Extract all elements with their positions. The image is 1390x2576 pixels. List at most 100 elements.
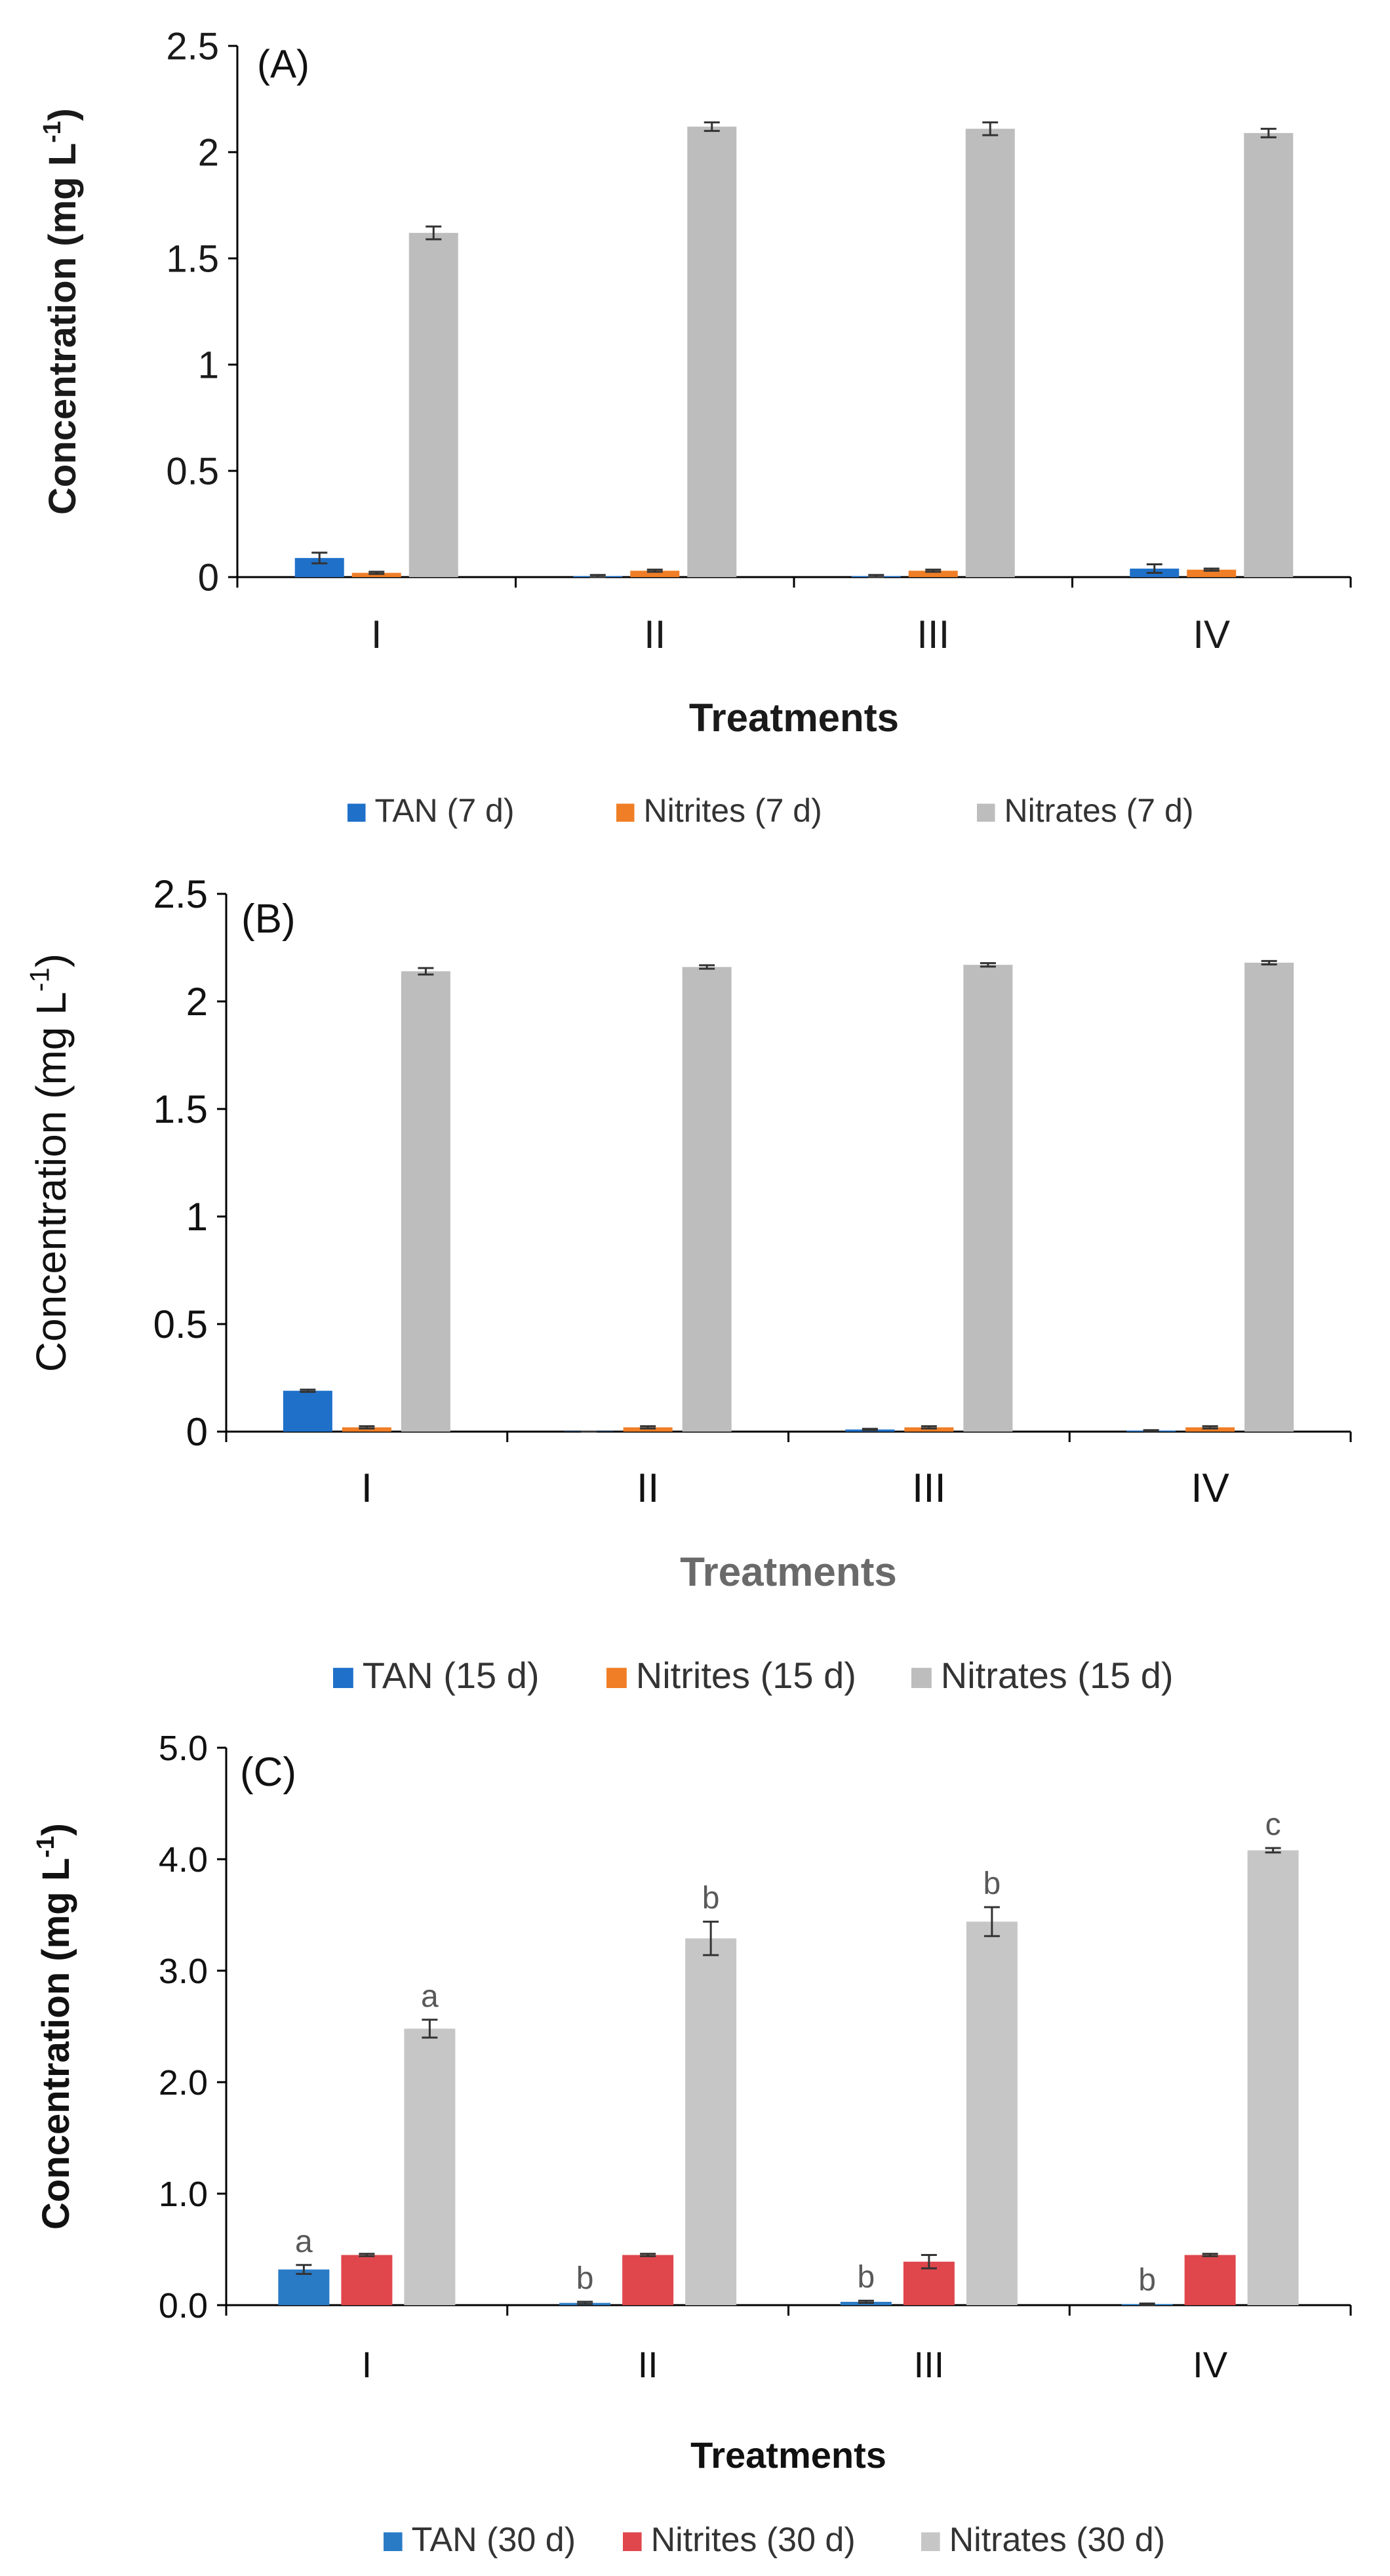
error-bar xyxy=(704,121,720,132)
x-axis-title: Treatments xyxy=(689,696,899,740)
bar xyxy=(685,1938,737,2305)
error-bar xyxy=(368,571,385,575)
legend-label: Nitrites (15 d) xyxy=(636,1655,856,1696)
error-bar xyxy=(858,2299,874,2304)
x-category-label: I xyxy=(362,2344,372,2385)
error-bar xyxy=(1202,1425,1218,1430)
bar xyxy=(966,1922,1018,2305)
legend-swatch xyxy=(606,1668,627,1688)
y-tick-label: 0 xyxy=(186,1410,208,1454)
x-category-label: I xyxy=(361,1466,372,1511)
legend-swatch xyxy=(921,2532,940,2551)
bar xyxy=(1185,1427,1235,1432)
error-bar xyxy=(982,121,999,136)
y-tick-label: 2 xyxy=(198,131,219,174)
error-bar xyxy=(1143,1429,1159,1432)
bar xyxy=(1247,1850,1299,2305)
bar xyxy=(283,1390,332,1432)
y-tick-label: 1 xyxy=(186,1195,208,1239)
x-axis-title: Treatments xyxy=(690,2434,886,2476)
bar xyxy=(278,2269,330,2305)
error-bar xyxy=(921,2254,937,2270)
bar xyxy=(687,127,737,577)
y-axis-title-superscript: -1 xyxy=(31,1836,59,1858)
bar xyxy=(622,2255,674,2305)
error-bar xyxy=(296,2264,312,2275)
y-tick-label: 2.5 xyxy=(166,25,219,68)
y-axis-title: Concentration (mg L-1) xyxy=(31,1823,77,2230)
legend-label: TAN (15 d) xyxy=(363,1655,540,1696)
error-bar xyxy=(1261,959,1277,966)
x-category-label: IV xyxy=(1193,2344,1228,2385)
y-axis-title-close: ) xyxy=(35,1823,77,1836)
bar xyxy=(963,965,1013,1432)
significance-letter: a xyxy=(295,2224,313,2259)
legend-swatch xyxy=(384,2532,403,2551)
panel-label: (A) xyxy=(257,42,309,86)
bar xyxy=(965,129,1015,578)
bar xyxy=(682,967,732,1432)
error-bar xyxy=(921,1425,937,1430)
y-tick-label: 5.0 xyxy=(159,1729,208,1768)
significance-letter: b xyxy=(858,2260,875,2295)
panel-label: (C) xyxy=(240,1750,296,1795)
y-axis-title: Concentration (mg L-1) xyxy=(24,954,75,1372)
significance-letter: b xyxy=(576,2261,594,2296)
error-bar xyxy=(1265,1847,1281,1854)
error-bar xyxy=(699,964,715,970)
y-axis-title-text: Concentration (mg L xyxy=(41,143,84,515)
y-axis-title: Concentration (mg L-1) xyxy=(38,108,84,515)
error-bar xyxy=(577,2301,593,2305)
y-axis-title-close: ) xyxy=(41,108,84,121)
y-tick-label: 1 xyxy=(198,344,219,386)
bar xyxy=(908,571,958,577)
y-axis-title-close: ) xyxy=(28,954,75,967)
x-category-label: II xyxy=(638,2344,658,2385)
bar xyxy=(408,233,458,577)
x-category-label: II xyxy=(644,613,665,656)
legend-label: Nitrates (30 d) xyxy=(949,2521,1165,2559)
bar xyxy=(1187,569,1237,577)
error-bar xyxy=(359,2253,375,2257)
error-bar xyxy=(925,569,942,573)
significance-letter: c xyxy=(1265,1807,1281,1842)
y-tick-label: 1.5 xyxy=(166,237,219,280)
bar xyxy=(342,1427,391,1432)
x-category-label: III xyxy=(914,2344,945,2385)
legend-swatch xyxy=(616,803,635,822)
y-tick-label: 2 xyxy=(186,980,208,1024)
y-tick-label: 0.5 xyxy=(166,450,219,493)
error-bar xyxy=(422,2019,438,2039)
error-bar xyxy=(1203,567,1220,572)
error-bar xyxy=(311,552,328,565)
legend-swatch xyxy=(977,803,995,822)
error-bar xyxy=(640,2253,656,2257)
x-axis-title: Treatments xyxy=(680,1550,897,1595)
y-tick-label: 4.0 xyxy=(159,1840,208,1880)
x-category-label: III xyxy=(917,613,949,656)
legend-label: Nitrites (30 d) xyxy=(651,2521,856,2559)
significance-letter: a xyxy=(421,1979,439,2014)
x-category-label: IV xyxy=(1191,1466,1229,1511)
x-category-label: III xyxy=(912,1466,946,1511)
error-bar xyxy=(1139,2302,1155,2306)
error-bar xyxy=(1202,2253,1218,2257)
error-bar xyxy=(1260,127,1277,138)
error-bar xyxy=(703,1920,719,1956)
error-bar xyxy=(418,967,434,976)
legend-label: TAN (7 d) xyxy=(375,792,515,829)
legend-label: Nitrites (7 d) xyxy=(644,792,822,829)
error-bar xyxy=(359,1425,375,1430)
x-category-label: IV xyxy=(1193,613,1230,656)
x-category-label: II xyxy=(637,1466,659,1511)
legend-swatch xyxy=(911,1668,932,1688)
legend-label: Nitrates (7 d) xyxy=(1004,792,1194,829)
bar xyxy=(351,573,401,577)
y-axis-title-text: Concentration (mg L xyxy=(35,1858,77,2230)
y-tick-label: 3.0 xyxy=(159,1952,208,1991)
significance-letter: b xyxy=(983,1866,1001,1901)
bar xyxy=(623,1427,673,1432)
